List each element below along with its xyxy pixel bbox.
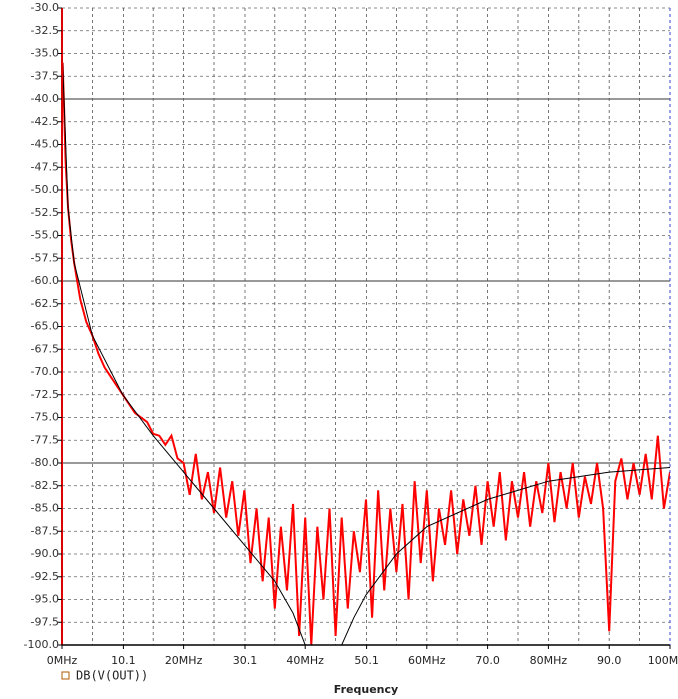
legend-marker — [61, 671, 70, 680]
y-tick-label: -72.5 — [31, 388, 59, 401]
y-tick-label: -50.0 — [31, 183, 59, 196]
y-tick-label: -55.0 — [31, 229, 59, 242]
y-tick-label: -47.5 — [31, 160, 59, 173]
legend-label: DB(V(OUT)) — [76, 669, 148, 683]
grid — [61, 7, 671, 646]
x-axis-title: Frequency — [334, 683, 398, 696]
y-tick-label: -60.0 — [31, 274, 59, 287]
y-tick-label: -75.0 — [31, 411, 59, 424]
y-tick-label: -62.5 — [31, 297, 59, 310]
series-line — [62, 62, 670, 645]
y-tick-label: -80.0 — [31, 456, 59, 469]
x-tick-label: 50.1 — [354, 654, 379, 667]
y-tick-label: -32.5 — [31, 24, 59, 37]
plot-area — [62, 62, 670, 645]
y-tick-label: -57.5 — [31, 251, 59, 264]
x-tick-label: 30.1 — [233, 654, 258, 667]
x-tick-label: 80MHz — [530, 654, 568, 667]
y-tick-label: -30.0 — [31, 1, 59, 14]
y-tick-label: -67.5 — [31, 342, 59, 355]
y-tick-label: -52.5 — [31, 206, 59, 219]
y-tick-label: -42.5 — [31, 115, 59, 128]
x-tick-label: 10.1 — [111, 654, 136, 667]
y-tick-label: -77.5 — [31, 433, 59, 446]
y-tick-label: -90.0 — [31, 547, 59, 560]
y-tick-label: -100.0 — [24, 638, 59, 651]
y-tick-label: -70.0 — [31, 365, 59, 378]
y-tick-label: -35.0 — [31, 47, 59, 60]
y-tick-label: -97.5 — [31, 615, 59, 628]
y-tick-label: -87.5 — [31, 524, 59, 537]
series-line — [62, 62, 670, 645]
x-tick-label: 0MHz — [47, 654, 78, 667]
x-tick-label: 100MHz — [648, 654, 678, 667]
y-tick-label: -40.0 — [31, 92, 59, 105]
y-tick-label: -37.5 — [31, 69, 59, 82]
y-tick-label: -95.0 — [31, 593, 59, 606]
x-tick-label: 60MHz — [408, 654, 446, 667]
x-tick-label: 70.0 — [475, 654, 500, 667]
x-tick-label: 90.0 — [597, 654, 622, 667]
y-tick-label: -82.5 — [31, 479, 59, 492]
y-tick-label: -85.0 — [31, 502, 59, 515]
y-tick-label: -92.5 — [31, 570, 59, 583]
y-tick-label: -45.0 — [31, 138, 59, 151]
x-tick-label: 20MHz — [165, 654, 203, 667]
y-tick-label: -65.0 — [31, 320, 59, 333]
x-tick-label: 40MHz — [286, 654, 324, 667]
